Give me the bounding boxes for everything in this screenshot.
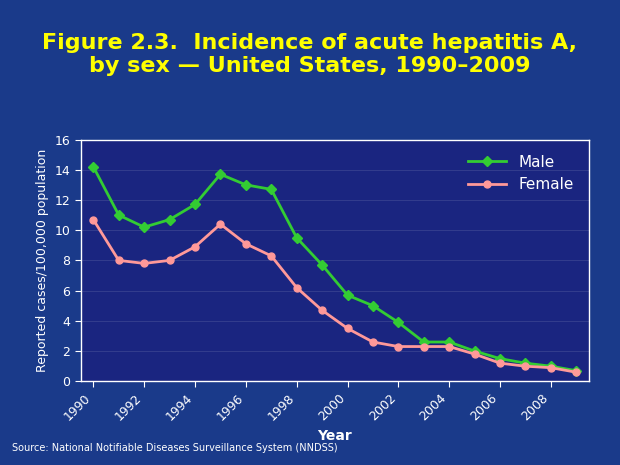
Female: [166, 258, 173, 263]
Female: [471, 352, 479, 357]
Text: Figure 2.3.  Incidence of acute hepatitis A,
by sex — United States, 1990–2009: Figure 2.3. Incidence of acute hepatitis…: [43, 33, 577, 76]
Female: [318, 307, 326, 313]
Male: [293, 235, 300, 240]
Female: [420, 344, 427, 349]
Male: [394, 319, 402, 325]
Female: [89, 217, 97, 222]
Female: [115, 258, 122, 263]
Male: [115, 213, 122, 218]
Male: [216, 172, 224, 177]
Female: [216, 221, 224, 227]
Female: [521, 364, 529, 369]
Line: Male: Male: [90, 163, 580, 374]
Male: [191, 202, 198, 207]
Female: [547, 365, 554, 371]
Female: [343, 326, 351, 331]
Male: [573, 368, 580, 373]
Male: [89, 164, 97, 170]
Female: [445, 344, 453, 349]
Legend: Male, Female: Male, Female: [460, 147, 582, 200]
Female: [573, 369, 580, 375]
Male: [318, 262, 326, 268]
Male: [547, 364, 554, 369]
Text: Source: National Notifiable Diseases Surveillance System (NNDSS): Source: National Notifiable Diseases Sur…: [12, 443, 338, 453]
Female: [141, 261, 148, 266]
Female: [370, 339, 377, 345]
Male: [242, 182, 250, 188]
Y-axis label: Reported cases/100,000 population: Reported cases/100,000 population: [36, 149, 49, 372]
Male: [141, 225, 148, 230]
Male: [166, 217, 173, 222]
Female: [268, 253, 275, 259]
Male: [496, 356, 503, 361]
Male: [420, 339, 427, 345]
Male: [445, 339, 453, 345]
Female: [191, 244, 198, 250]
Female: [242, 241, 250, 246]
Line: Female: Female: [90, 216, 580, 376]
Male: [370, 303, 377, 309]
Male: [268, 186, 275, 192]
Female: [293, 285, 300, 290]
Female: [496, 360, 503, 366]
Male: [471, 348, 479, 354]
X-axis label: Year: Year: [317, 429, 352, 443]
Male: [343, 292, 351, 298]
Male: [521, 360, 529, 366]
Female: [394, 344, 402, 349]
